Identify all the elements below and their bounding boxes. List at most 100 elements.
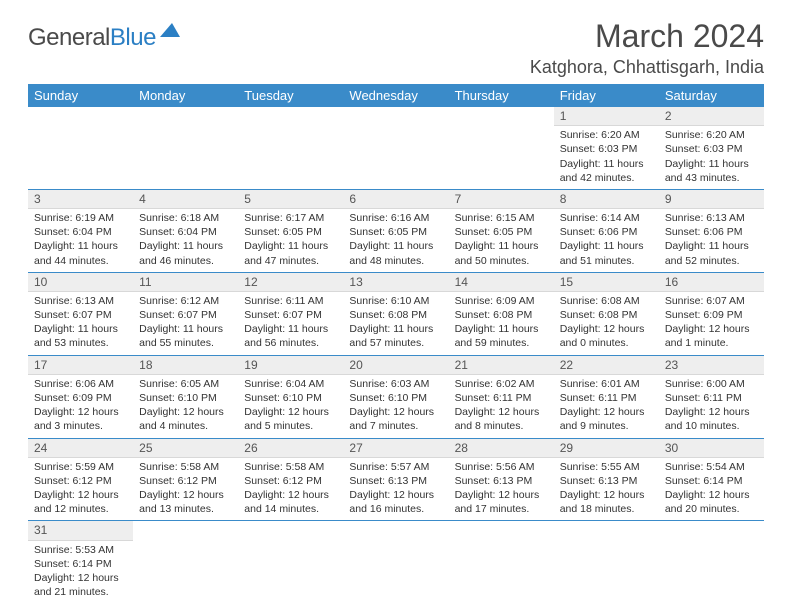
day-number: 3 [28,190,133,209]
calendar-cell: 10Sunrise: 6:13 AMSunset: 6:07 PMDayligh… [28,272,133,355]
daylight-line: Daylight: 12 hours and 10 minutes. [665,405,758,433]
day-number: 19 [238,356,343,375]
daylight-line: Daylight: 12 hours and 7 minutes. [349,405,442,433]
day-number: 29 [554,439,659,458]
calendar-cell [554,521,659,603]
sunset-line: Sunset: 6:12 PM [34,474,127,488]
daylight-line: Daylight: 12 hours and 13 minutes. [139,488,232,516]
day-body: Sunrise: 6:15 AMSunset: 6:05 PMDaylight:… [449,209,554,272]
sunset-line: Sunset: 6:05 PM [349,225,442,239]
calendar-row: 24Sunrise: 5:59 AMSunset: 6:12 PMDayligh… [28,438,764,521]
sunset-line: Sunset: 6:14 PM [34,557,127,571]
day-number: 25 [133,439,238,458]
sunrise-line: Sunrise: 6:12 AM [139,294,232,308]
day-body: Sunrise: 5:55 AMSunset: 6:13 PMDaylight:… [554,458,659,521]
day-number: 1 [554,107,659,126]
daylight-line: Daylight: 11 hours and 56 minutes. [244,322,337,350]
daylight-line: Daylight: 11 hours and 42 minutes. [560,157,653,185]
sail-icon [158,18,182,46]
logo: GeneralBlue [28,18,182,52]
sunset-line: Sunset: 6:08 PM [560,308,653,322]
calendar-cell [133,107,238,189]
sunrise-line: Sunrise: 6:06 AM [34,377,127,391]
day-body: Sunrise: 6:12 AMSunset: 6:07 PMDaylight:… [133,292,238,355]
day-body: Sunrise: 6:04 AMSunset: 6:10 PMDaylight:… [238,375,343,438]
day-number: 9 [659,190,764,209]
sunrise-line: Sunrise: 5:59 AM [34,460,127,474]
sunrise-line: Sunrise: 6:00 AM [665,377,758,391]
day-number: 8 [554,190,659,209]
sunset-line: Sunset: 6:10 PM [244,391,337,405]
calendar-row: 10Sunrise: 6:13 AMSunset: 6:07 PMDayligh… [28,272,764,355]
daylight-line: Daylight: 12 hours and 9 minutes. [560,405,653,433]
sunset-line: Sunset: 6:13 PM [560,474,653,488]
sunrise-line: Sunrise: 5:53 AM [34,543,127,557]
sunrise-line: Sunrise: 6:20 AM [560,128,653,142]
weekday-header: Tuesday [238,84,343,107]
sunrise-line: Sunrise: 5:58 AM [244,460,337,474]
daylight-line: Daylight: 11 hours and 47 minutes. [244,239,337,267]
sunrise-line: Sunrise: 6:09 AM [455,294,548,308]
calendar-row: 1Sunrise: 6:20 AMSunset: 6:03 PMDaylight… [28,107,764,189]
sunset-line: Sunset: 6:03 PM [560,142,653,156]
sunrise-line: Sunrise: 5:55 AM [560,460,653,474]
daylight-line: Daylight: 12 hours and 5 minutes. [244,405,337,433]
sunset-line: Sunset: 6:03 PM [665,142,758,156]
daylight-line: Daylight: 11 hours and 51 minutes. [560,239,653,267]
logo-text-general: General [28,24,110,52]
header: GeneralBlue March 2024 Katghora, Chhatti… [28,18,764,78]
weekday-header: Saturday [659,84,764,107]
day-body: Sunrise: 5:54 AMSunset: 6:14 PMDaylight:… [659,458,764,521]
calendar-cell [28,107,133,189]
sunset-line: Sunset: 6:06 PM [665,225,758,239]
day-number: 21 [449,356,554,375]
day-body: Sunrise: 6:08 AMSunset: 6:08 PMDaylight:… [554,292,659,355]
calendar-row: 3Sunrise: 6:19 AMSunset: 6:04 PMDaylight… [28,189,764,272]
day-number: 11 [133,273,238,292]
day-body: Sunrise: 6:03 AMSunset: 6:10 PMDaylight:… [343,375,448,438]
calendar-cell: 13Sunrise: 6:10 AMSunset: 6:08 PMDayligh… [343,272,448,355]
calendar-cell [238,521,343,603]
day-body: Sunrise: 6:16 AMSunset: 6:05 PMDaylight:… [343,209,448,272]
month-title: March 2024 [530,18,764,55]
sunrise-line: Sunrise: 6:20 AM [665,128,758,142]
daylight-line: Daylight: 11 hours and 43 minutes. [665,157,758,185]
calendar-row: 31Sunrise: 5:53 AMSunset: 6:14 PMDayligh… [28,521,764,603]
daylight-line: Daylight: 12 hours and 16 minutes. [349,488,442,516]
sunrise-line: Sunrise: 6:02 AM [455,377,548,391]
day-number: 26 [238,439,343,458]
sunrise-line: Sunrise: 6:10 AM [349,294,442,308]
calendar-cell: 2 Sunrise: 6:20 AMSunset: 6:03 PMDaylight… [659,107,764,189]
calendar-cell: 29Sunrise: 5:55 AMSunset: 6:13 PMDayligh… [554,438,659,521]
sunset-line: Sunset: 6:10 PM [139,391,232,405]
sunset-line: Sunset: 6:07 PM [34,308,127,322]
calendar-table: SundayMondayTuesdayWednesdayThursdayFrid… [28,84,764,603]
day-body: Sunrise: 6:18 AMSunset: 6:04 PMDaylight:… [133,209,238,272]
day-number: 2 [659,107,764,126]
daylight-line: Daylight: 12 hours and 3 minutes. [34,405,127,433]
calendar-cell: 3Sunrise: 6:19 AMSunset: 6:04 PMDaylight… [28,189,133,272]
day-body: Sunrise: 6:07 AMSunset: 6:09 PMDaylight:… [659,292,764,355]
day-body: Sunrise: 5:53 AMSunset: 6:14 PMDaylight:… [28,541,133,604]
calendar-cell: 6Sunrise: 6:16 AMSunset: 6:05 PMDaylight… [343,189,448,272]
sunset-line: Sunset: 6:07 PM [139,308,232,322]
sunset-line: Sunset: 6:10 PM [349,391,442,405]
sunrise-line: Sunrise: 6:13 AM [34,294,127,308]
day-number: 5 [238,190,343,209]
day-number: 24 [28,439,133,458]
sunrise-line: Sunrise: 6:03 AM [349,377,442,391]
daylight-line: Daylight: 11 hours and 50 minutes. [455,239,548,267]
daylight-line: Daylight: 11 hours and 52 minutes. [665,239,758,267]
calendar-cell: 20Sunrise: 6:03 AMSunset: 6:10 PMDayligh… [343,355,448,438]
calendar-cell [343,521,448,603]
day-body: Sunrise: 6:06 AMSunset: 6:09 PMDaylight:… [28,375,133,438]
daylight-line: Daylight: 12 hours and 1 minute. [665,322,758,350]
calendar-cell [659,521,764,603]
day-number: 16 [659,273,764,292]
day-number: 6 [343,190,448,209]
daylight-line: Daylight: 11 hours and 46 minutes. [139,239,232,267]
day-body: Sunrise: 6:10 AMSunset: 6:08 PMDaylight:… [343,292,448,355]
day-body: Sunrise: 5:59 AMSunset: 6:12 PMDaylight:… [28,458,133,521]
daylight-line: Daylight: 11 hours and 44 minutes. [34,239,127,267]
logo-text-blue: Blue [110,24,156,52]
